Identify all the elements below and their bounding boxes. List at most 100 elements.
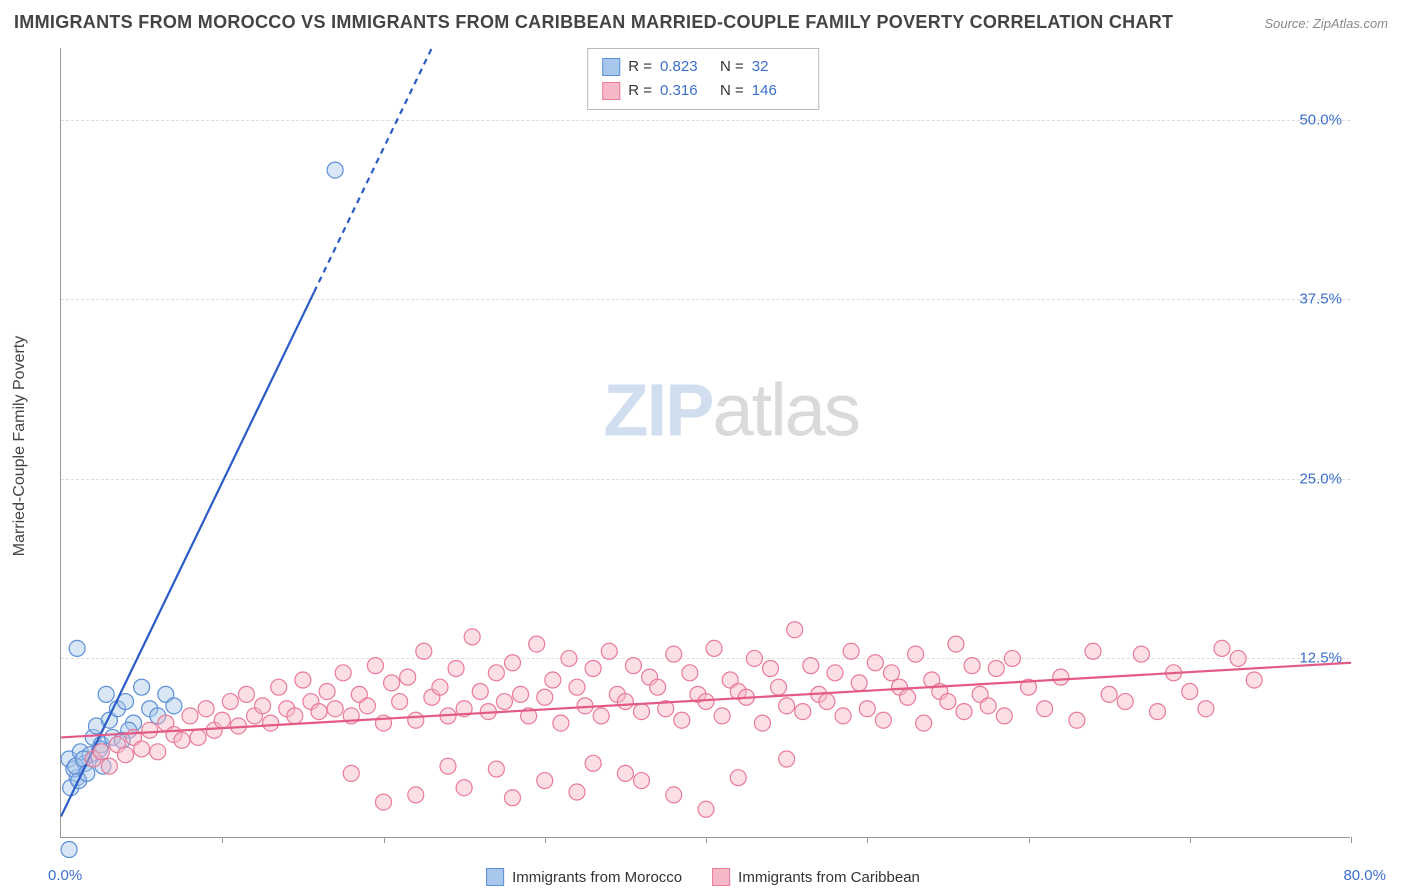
data-point	[730, 770, 746, 786]
data-point	[464, 629, 480, 645]
data-point	[585, 661, 601, 677]
swatch-caribbean	[602, 82, 620, 100]
n-label: N =	[720, 55, 744, 79]
data-point	[61, 841, 77, 857]
data-point	[134, 679, 150, 695]
data-point	[682, 665, 698, 681]
data-point	[142, 722, 158, 738]
data-point	[472, 683, 488, 699]
data-point	[650, 679, 666, 695]
data-point	[875, 712, 891, 728]
r-label: R =	[628, 55, 652, 79]
data-point	[843, 643, 859, 659]
data-point	[118, 747, 134, 763]
data-point	[980, 698, 996, 714]
data-point	[440, 758, 456, 774]
data-point	[263, 715, 279, 731]
data-point	[1214, 640, 1230, 656]
data-point	[408, 787, 424, 803]
data-point	[69, 640, 85, 656]
data-point	[601, 643, 617, 659]
data-point	[779, 698, 795, 714]
data-point	[101, 758, 117, 774]
data-point	[795, 704, 811, 720]
data-point	[537, 689, 553, 705]
data-point	[513, 686, 529, 702]
data-point	[1117, 694, 1133, 710]
data-point	[746, 650, 762, 666]
data-point	[505, 655, 521, 671]
n-label: N =	[720, 79, 744, 103]
data-point	[238, 686, 254, 702]
data-point	[448, 661, 464, 677]
data-point	[311, 704, 327, 720]
x-axis-min: 0.0%	[48, 867, 82, 884]
data-point	[964, 658, 980, 674]
data-point	[851, 675, 867, 691]
data-point	[561, 650, 577, 666]
data-point	[1198, 701, 1214, 717]
data-point	[634, 773, 650, 789]
data-point	[553, 715, 569, 731]
data-point	[787, 622, 803, 638]
data-point	[908, 646, 924, 662]
correlation-legend: R = 0.823 N = 32 R = 0.316 N = 146	[587, 48, 819, 110]
source-label: Source: ZipAtlas.com	[1264, 16, 1388, 31]
data-point	[940, 694, 956, 710]
data-point	[214, 712, 230, 728]
swatch-morocco	[486, 868, 504, 886]
y-axis-label: Married-Couple Family Poverty	[11, 336, 29, 557]
correlation-chart: IMMIGRANTS FROM MOROCCO VS IMMIGRANTS FR…	[0, 0, 1406, 892]
data-point	[327, 701, 343, 717]
data-point	[1053, 669, 1069, 685]
data-point	[384, 675, 400, 691]
legend-row-caribbean: R = 0.316 N = 146	[602, 79, 804, 103]
data-point	[376, 794, 392, 810]
n-value-caribbean: 146	[752, 79, 804, 103]
data-point	[416, 643, 432, 659]
data-point	[803, 658, 819, 674]
data-point	[408, 712, 424, 728]
data-point	[827, 665, 843, 681]
data-point	[400, 669, 416, 685]
data-point	[617, 694, 633, 710]
data-point	[698, 801, 714, 817]
data-point	[335, 665, 351, 681]
data-point	[835, 708, 851, 724]
data-point	[1150, 704, 1166, 720]
data-point	[392, 694, 408, 710]
data-point	[900, 689, 916, 705]
bottom-legend-caribbean: Immigrants from Caribbean	[712, 868, 920, 886]
data-point	[496, 694, 512, 710]
data-point	[706, 640, 722, 656]
data-point	[1004, 650, 1020, 666]
data-point	[545, 672, 561, 688]
data-point	[698, 694, 714, 710]
data-point	[134, 741, 150, 757]
trend-line	[61, 663, 1351, 738]
data-point	[456, 780, 472, 796]
data-point	[763, 661, 779, 677]
series-label-caribbean: Immigrants from Caribbean	[738, 869, 920, 886]
data-point	[585, 755, 601, 771]
bottom-legend-morocco: Immigrants from Morocco	[486, 868, 682, 886]
data-point	[93, 744, 109, 760]
data-point	[666, 646, 682, 662]
data-point	[190, 729, 206, 745]
bottom-legend: Immigrants from Morocco Immigrants from …	[486, 868, 920, 886]
data-point	[367, 658, 383, 674]
data-point	[1133, 646, 1149, 662]
data-point	[529, 636, 545, 652]
data-point	[625, 658, 641, 674]
data-point	[916, 715, 932, 731]
data-point	[1037, 701, 1053, 717]
data-point	[569, 784, 585, 800]
data-point	[271, 679, 287, 695]
data-point	[359, 698, 375, 714]
data-point	[174, 732, 190, 748]
data-point	[867, 655, 883, 671]
data-point	[1085, 643, 1101, 659]
swatch-morocco	[602, 58, 620, 76]
data-point	[1101, 686, 1117, 702]
data-point	[779, 751, 795, 767]
